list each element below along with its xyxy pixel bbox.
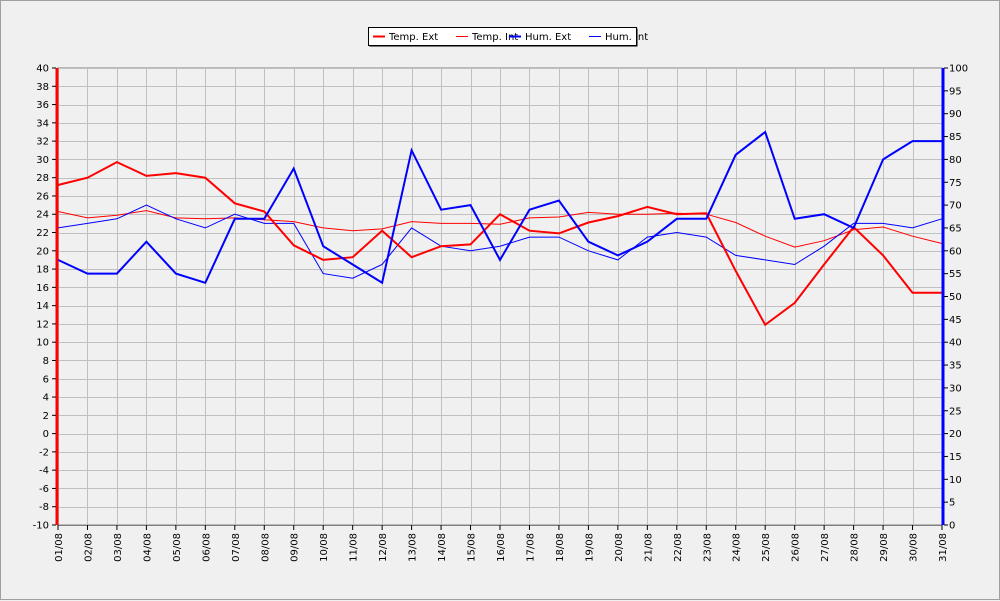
right-tick-label: 70 [949,201,962,212]
right-tick-label: 45 [949,315,962,326]
left-tick-label: 6 [43,374,49,385]
left-tick-label: 18 [36,265,49,276]
x-tick-label: 17/08 [526,533,537,562]
x-tick-label: 13/08 [408,533,419,562]
x-tick-label: 25/08 [761,533,772,562]
x-tick-label: 22/08 [673,533,684,562]
x-tick-label: 09/08 [290,533,301,562]
right-tick-label: 15 [949,452,962,463]
x-tick-label: 07/08 [231,533,242,562]
left-tick-label: 14 [36,301,49,312]
right-tick-label: 10 [949,475,962,486]
x-tick-label: 08/08 [260,533,271,562]
x-tick-label: 10/08 [319,533,330,562]
x-tick-label: 20/08 [614,533,625,562]
x-axis-ticks: 01/08 02/08 03/08 04/08 05/08 06/08 07/08 08/08… [54,525,949,562]
left-tick-label: -6 [39,484,49,495]
x-tick-label: 14/08 [437,533,448,562]
right-tick-label: 30 [949,383,962,394]
right-tick-label: 25 [949,406,962,417]
left-tick-label: -10 [33,521,49,532]
x-tick-label: 15/08 [467,533,478,562]
left-tick-label: 30 [36,155,49,166]
x-tick-label: 24/08 [732,533,743,562]
right-tick-label: 60 [949,246,962,257]
right-tick-label: 80 [949,155,962,166]
x-tick-label: 31/08 [938,533,949,562]
x-tick-label: 30/08 [909,533,920,562]
left-tick-label: 16 [36,283,49,294]
legend-label: Hum. Ext [525,32,571,43]
series-line-temp-ext [57,160,942,327]
left-tick-label: 36 [36,100,49,111]
left-tick-label: -4 [39,466,49,477]
left-tick-label: -2 [39,447,49,458]
left-tick-label: 22 [36,228,49,239]
left-tick-label: 4 [43,393,49,404]
legend-box [368,27,637,46]
right-tick-label: 65 [949,223,962,234]
right-tick-label: 85 [949,132,962,143]
right-tick-label: 5 [949,498,955,509]
x-tick-label: 01/08 [54,533,65,562]
x-tick-label: 06/08 [201,533,212,562]
x-tick-label: 19/08 [584,533,595,562]
x-tick-label: 02/08 [84,533,95,562]
left-tick-label: -8 [39,502,49,513]
left-axis-ticks: -10-8-6-4-202468101214161820222426283032… [33,64,56,532]
legend-label: Hum. Int [605,32,648,43]
left-tick-label: 20 [36,246,49,257]
x-tick-label: 03/08 [113,533,124,562]
x-tick-label: 16/08 [496,533,507,562]
right-tick-label: 40 [949,338,962,349]
x-tick-label: 18/08 [555,533,566,562]
x-tick-label: 23/08 [702,533,713,562]
legend-label: Temp. Ext [388,32,438,43]
x-tick-label: 05/08 [172,533,183,562]
series-line-hum-ext [57,130,942,285]
left-tick-label: 32 [36,137,49,148]
left-tick-label: 38 [36,82,49,93]
series-line-temp-int [57,210,943,248]
right-axis-ticks: 0 5 10 15 20 25 30 35 40 45 50 55 60 65 70 75 80 85 90 95 10… [944,64,968,532]
right-tick-label: 90 [949,109,962,120]
left-tick-label: 0 [43,429,49,440]
left-tick-label: 10 [36,338,49,349]
right-tick-label: 50 [949,292,962,303]
right-tick-label: 95 [949,86,962,97]
x-tick-label: 27/08 [820,533,831,562]
x-tick-label: 28/08 [850,533,861,562]
left-tick-label: 24 [36,210,49,221]
left-tick-label: 2 [43,411,49,422]
x-tick-label: 26/08 [791,533,802,562]
x-tick-label: 21/08 [643,533,654,562]
left-tick-label: 34 [36,118,49,129]
legend-label: Temp. Int [471,32,518,43]
x-tick-label: 12/08 [378,533,389,562]
left-tick-label: 12 [36,319,49,330]
left-tick-label: 28 [36,173,49,184]
x-tick-label: 04/08 [142,533,153,562]
series-lines [57,130,943,327]
right-tick-label: 20 [949,429,962,440]
right-tick-label: 0 [949,521,955,532]
x-tick-label: 29/08 [879,533,890,562]
series-line-hum-int [57,204,943,279]
right-tick-label: 35 [949,361,962,372]
legend: Temp. Ext Temp. Int Hum. Ext Hum. Int [368,27,648,47]
right-tick-label: 100 [949,64,968,75]
left-tick-label: 40 [36,64,49,75]
right-tick-label: 55 [949,269,962,280]
left-tick-label: 8 [43,356,49,367]
right-tick-label: 75 [949,178,962,189]
left-tick-label: 26 [36,191,49,202]
x-tick-label: 11/08 [349,533,360,562]
